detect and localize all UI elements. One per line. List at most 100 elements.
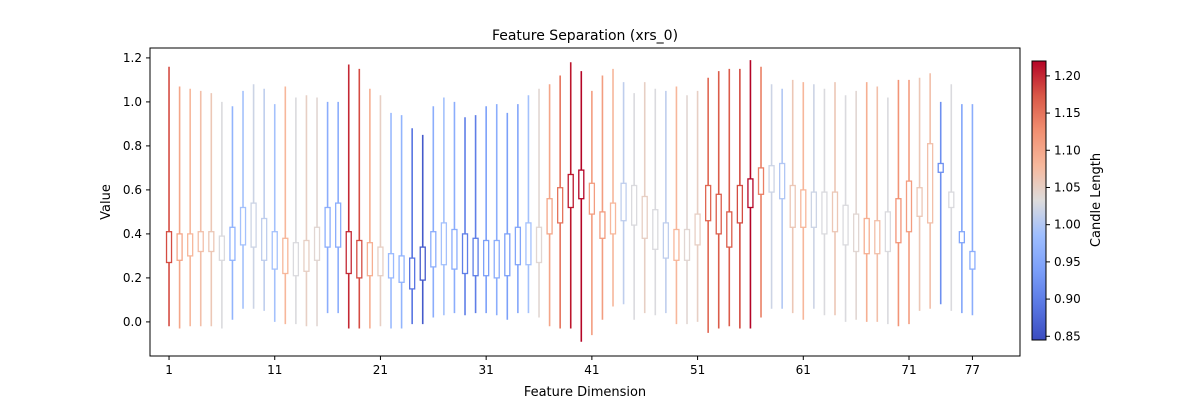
colorbar-label: Candle Length: [1089, 153, 1104, 247]
colorbar-tick-label: 0.90: [1054, 292, 1081, 306]
y-axis-label: Value: [99, 184, 114, 220]
candle-body: [398, 255, 405, 283]
candle-body: [218, 235, 226, 261]
x-tick-label: 1: [165, 363, 173, 377]
x-tick-label: 51: [690, 363, 705, 377]
candle-body: [567, 173, 574, 209]
candle-body: [694, 213, 701, 246]
candle-body: [588, 182, 596, 215]
candle-body: [483, 239, 490, 277]
colorbar-axis: 0.85 0.90 0.95 1.00 1.05 1.10 1.15 1.20: [1046, 69, 1081, 343]
candle-body: [969, 250, 976, 270]
candle-body: [874, 220, 881, 255]
x-axis-label: Feature Dimension: [524, 385, 646, 400]
x-tick-label: 41: [584, 363, 599, 377]
candle-body: [208, 231, 215, 253]
candle-body: [282, 237, 289, 275]
y-tick-label: 0.2: [123, 271, 142, 285]
candle-body: [768, 165, 775, 193]
y-tick-label: 0.6: [123, 183, 142, 197]
candle-body: [176, 233, 183, 261]
x-tick-label: 31: [479, 363, 494, 377]
candle-body: [631, 184, 638, 226]
candle-body: [440, 222, 448, 266]
candle-body: [409, 257, 416, 290]
candle-body: [662, 222, 670, 259]
candle-body: [926, 143, 934, 224]
candle-body: [863, 217, 870, 255]
candle-body: [525, 222, 532, 266]
candle-body: [905, 180, 913, 233]
candle-body: [757, 167, 765, 195]
candle-body: [419, 246, 426, 281]
y-tick-label: 0.0: [123, 315, 142, 329]
candle-body: [250, 202, 257, 248]
candle-body: [736, 184, 744, 224]
candle-body: [303, 239, 310, 272]
candle-body: [345, 231, 352, 275]
y-tick-label: 1.0: [123, 95, 142, 109]
candle-body: [578, 169, 585, 200]
candle-body: [715, 193, 722, 235]
y-tick-label: 0.8: [123, 139, 142, 153]
candle-body: [472, 237, 479, 277]
colorbar-tick-label: 1.00: [1054, 218, 1081, 232]
candle-body: [535, 226, 543, 264]
candle-body: [937, 162, 944, 173]
candle-body: [599, 211, 606, 239]
candle-body: [683, 228, 691, 261]
candle-body: [546, 198, 553, 235]
colorbar-tick-label: 1.05: [1054, 180, 1081, 194]
candle-body: [229, 226, 236, 261]
candle-body: [779, 162, 786, 200]
x-tick-label: 77: [965, 363, 980, 377]
candle-body: [895, 198, 902, 244]
candle-body: [504, 233, 511, 277]
colorbar-tick-label: 0.95: [1054, 255, 1081, 269]
x-axis: 1 11 21 31 41 51 61 71 77: [165, 356, 980, 377]
y-tick-label: 0.4: [123, 227, 142, 241]
candle-body: [461, 233, 469, 275]
x-tick-label: 61: [796, 363, 811, 377]
chart-title: Feature Separation (xrs_0): [492, 28, 678, 44]
candle-body: [430, 231, 437, 268]
colorbar-tick-label: 1.20: [1054, 69, 1081, 83]
candle-body: [948, 191, 955, 209]
candle-body: [292, 242, 300, 277]
x-tick-label: 11: [267, 363, 282, 377]
candle-body: [821, 191, 828, 235]
candle-body: [726, 211, 733, 248]
candle-body: [810, 191, 818, 228]
x-tick-label: 21: [373, 363, 388, 377]
colorbar-tick-label: 1.10: [1054, 143, 1081, 157]
plot-frame: [149, 47, 1021, 357]
candle-body: [187, 233, 194, 257]
candle-body: [514, 226, 522, 266]
colorbar-tick-label: 0.85: [1054, 329, 1081, 343]
candle-body: [652, 209, 659, 250]
candle-body: [335, 202, 342, 248]
y-tick-label: 1.2: [123, 51, 142, 65]
candle-body: [789, 184, 796, 228]
candle-body: [620, 182, 627, 222]
candle-body: [366, 242, 374, 277]
candle-body: [641, 195, 648, 239]
candle-body: [451, 228, 458, 270]
candle-body: [609, 202, 617, 235]
y-axis: 0.0 0.2 0.4 0.6 0.8 1.0 1.2: [123, 51, 150, 329]
candle-body: [842, 204, 849, 246]
candle-body: [165, 231, 173, 264]
candle-body: [852, 213, 860, 253]
candle-body: [261, 217, 268, 261]
x-tick-label: 71: [901, 363, 916, 377]
candle-body: [916, 187, 923, 217]
candle-body: [271, 231, 278, 270]
candle-body: [884, 211, 892, 253]
candle-body: [747, 178, 754, 209]
colorbar: [1031, 60, 1047, 341]
candle-body: [705, 184, 712, 222]
candle-body: [377, 246, 384, 277]
candle-body: [800, 189, 807, 228]
candle-body: [557, 187, 564, 224]
